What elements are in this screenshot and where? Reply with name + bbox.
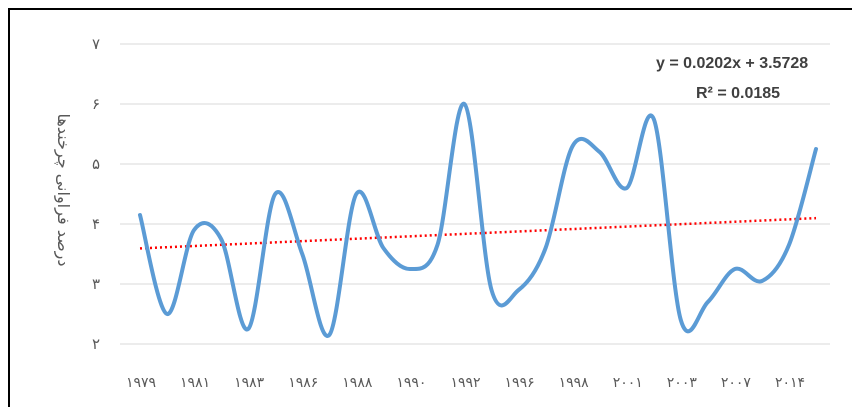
x-tick-label: ۱۹۹۸ (559, 375, 590, 391)
trendline-equation: y = 0.0202x + 3.5728 (656, 55, 808, 72)
x-tick-label: ۱۹۹۲ (450, 375, 480, 391)
x-tick-label: ۱۹۹۶ (505, 375, 535, 391)
chart-frame (8, 8, 852, 407)
y-tick-label: ۶ (92, 95, 100, 113)
y-tick-label: ۳ (92, 275, 100, 293)
y-axis-label: درصد فراوانی چرخندها (53, 113, 73, 266)
x-tick-label: ۲۰۰۳ (667, 375, 698, 391)
trendline-r-squared: R² = 0.0185 (696, 85, 780, 102)
x-tick-label: ۱۹۸۳ (234, 375, 265, 391)
y-tick-label: ۷ (92, 35, 100, 53)
series-line (138, 101, 818, 338)
x-tick-label: ۲۰۰۱ (613, 375, 643, 391)
x-tick-label: ۲۰۱۴ (775, 375, 805, 391)
x-axis-ticks: ۱۹۷۹ ۱۹۸۱ ۱۹۸۳ ۱۹۸۶ ۱۹۸۸ ۱۹۹۰ ۱۹۹۲ ۱۹۹۶ ۱۹۹۸ ۲۰۰۱… (126, 375, 805, 391)
x-tick-label: ۱۹۹۰ (396, 375, 426, 391)
y-tick-label: ۲ (92, 335, 100, 353)
y-tick-label: ۵ (92, 155, 100, 173)
y-axis-ticks: ۲ ۳ ۴ ۵ ۶ ۷ (92, 35, 100, 353)
x-tick-label: ۱۹۷۹ (126, 375, 156, 391)
y-tick-label: ۴ (92, 215, 100, 233)
trendline (139, 216, 817, 250)
x-tick-label: ۲۰۰۷ (721, 375, 752, 391)
x-tick-label: ۱۹۸۸ (342, 375, 373, 391)
x-tick-label: ۱۹۸۱ (180, 375, 210, 391)
x-tick-label: ۱۹۸۶ (288, 375, 318, 391)
